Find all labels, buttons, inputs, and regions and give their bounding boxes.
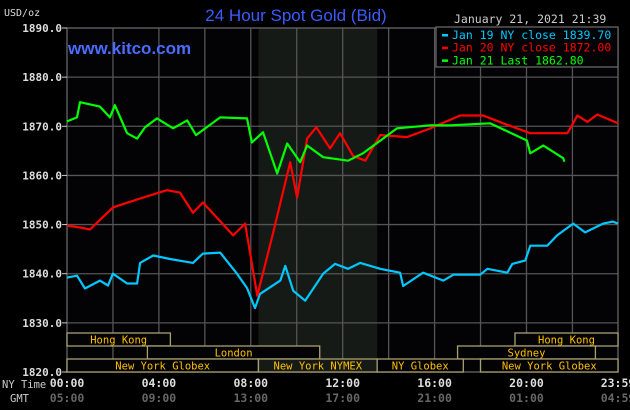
legend-entry: Jan 20 NY close 1872.00 xyxy=(452,41,611,55)
y-tick-label: 1840.0 xyxy=(22,268,62,281)
x-axis2-label: GMT xyxy=(10,393,30,405)
x-tick-label-gmt: 17:00 xyxy=(325,391,360,405)
y-tick-label: 1850.0 xyxy=(22,219,62,232)
session-label: Hong Kong xyxy=(538,335,595,347)
session-box xyxy=(479,358,619,373)
chart-title: 24 Hour Spot Gold (Bid) xyxy=(205,6,386,25)
session-box xyxy=(66,332,172,347)
x-tick-label-gmt: 01:00 xyxy=(509,391,544,405)
x-tick-label-gmt: 21:00 xyxy=(417,391,452,405)
x-tick-label-gmt: 04:59 xyxy=(601,391,630,405)
y-tick-label: 1860.0 xyxy=(22,169,62,182)
session-label: Sydney xyxy=(508,348,546,360)
session-box xyxy=(376,358,464,373)
series-line-0 xyxy=(66,220,619,310)
x-axis-label: NY Time xyxy=(2,379,46,391)
session-label: NY Globex xyxy=(392,361,449,373)
x-tick-label-gmt: 09:00 xyxy=(142,391,177,405)
y-tick-label: 1870.0 xyxy=(22,120,62,133)
x-tick-label-ny: 20:00 xyxy=(509,376,544,390)
session-label: New York NYMEX xyxy=(274,361,363,373)
series-line-1 xyxy=(66,113,619,297)
unit-label: USD/oz xyxy=(4,8,40,19)
y-tick-label: 1830.0 xyxy=(22,317,62,330)
x-tick-label-gmt: 05:00 xyxy=(50,391,85,405)
session-label: New York Globex xyxy=(502,361,597,373)
x-tick-label-ny: 12:00 xyxy=(325,376,360,390)
y-tick-label: 1880.0 xyxy=(22,71,62,84)
x-tick-label-gmt: 13:00 xyxy=(233,391,268,405)
legend-swatch xyxy=(442,59,448,62)
legend-swatch xyxy=(442,46,448,50)
session-label: London xyxy=(215,348,253,360)
y-tick-label: 1820.0 xyxy=(22,366,62,379)
site-link[interactable]: www.kitco.com xyxy=(67,39,191,58)
x-tick-label-ny: 16:00 xyxy=(417,376,452,390)
nymex-highlight xyxy=(258,28,378,372)
x-tick-label-ny: 23:59 xyxy=(601,376,630,390)
timestamp: January 21, 2021 21:39 xyxy=(454,12,606,26)
y-tick-label: 1890.0 xyxy=(22,22,62,35)
legend-entry: Jan 21 Last 1862.80 xyxy=(452,53,584,67)
x-tick-label-ny: 04:00 xyxy=(142,376,177,390)
legend-box xyxy=(435,26,619,68)
legend-swatch xyxy=(442,34,448,37)
legend-entry: Jan 19 NY close 1839.70 xyxy=(452,28,611,42)
session-label: Hong Kong xyxy=(90,335,147,347)
x-tick-label-ny: 08:00 xyxy=(233,376,268,390)
session-label: New York Globex xyxy=(115,361,210,373)
series-line-2 xyxy=(66,101,566,175)
x-tick-label-ny: 00:00 xyxy=(50,376,85,390)
